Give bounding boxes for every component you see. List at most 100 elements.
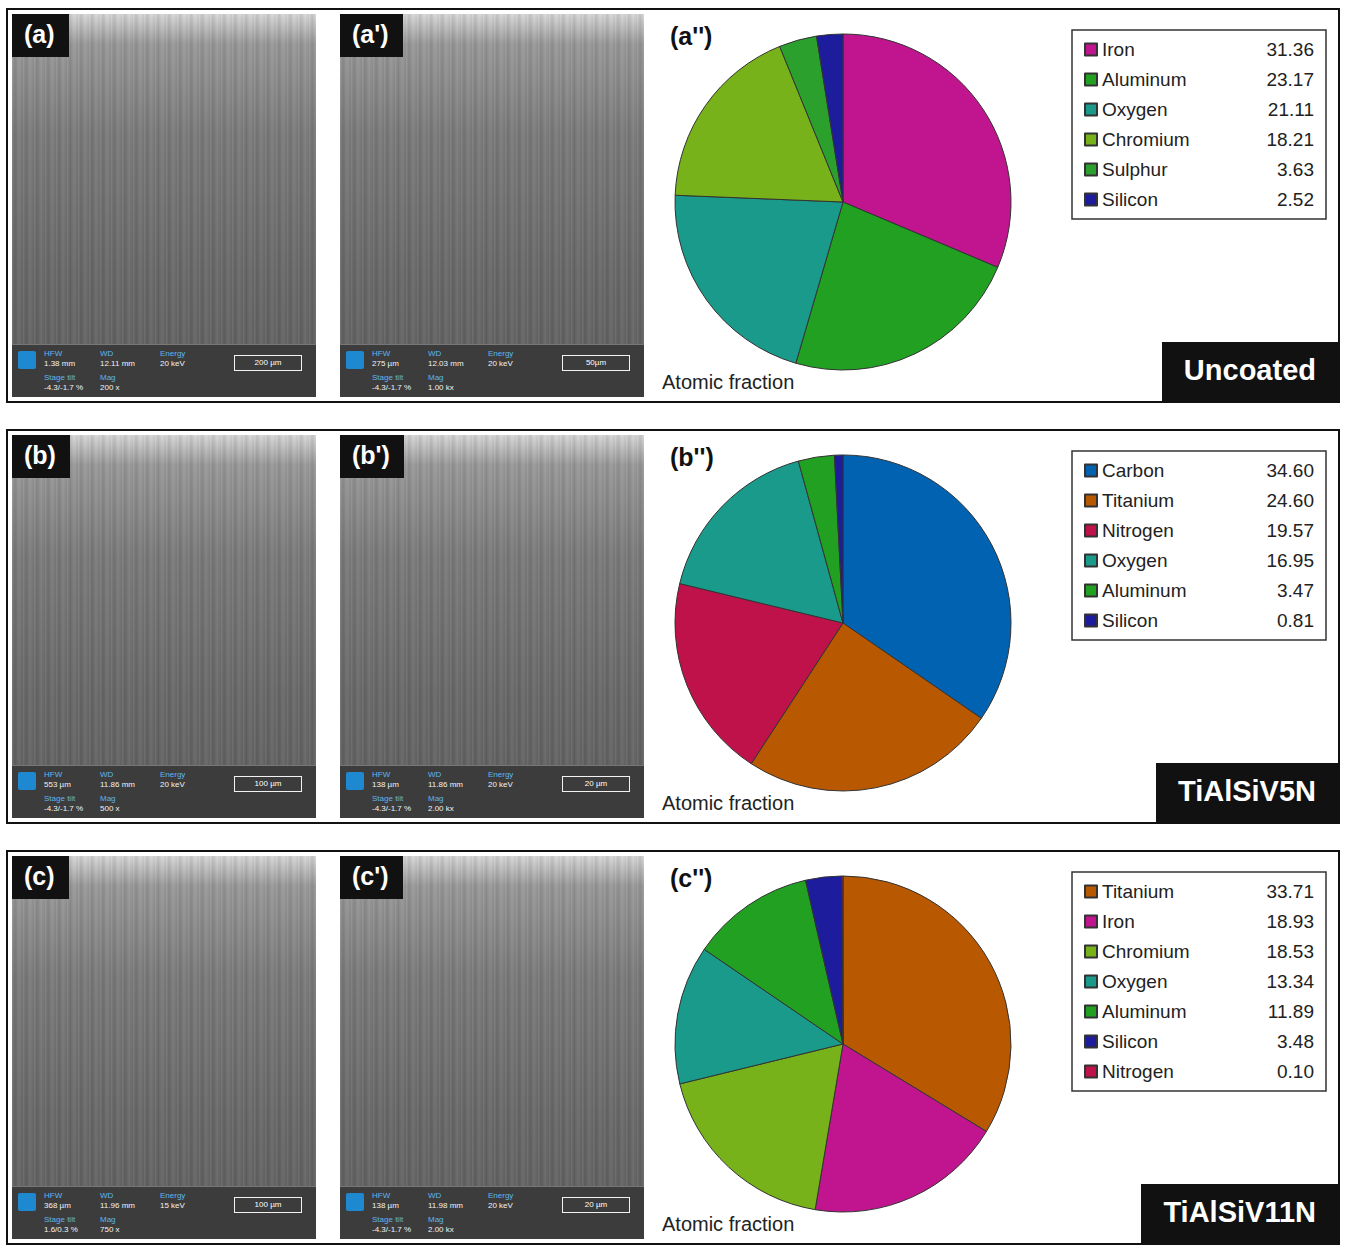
svg-text:Atomic fraction: Atomic fraction: [662, 371, 794, 393]
svg-text:Oxygen: Oxygen: [1102, 550, 1167, 571]
html-text:(a'): (a'): [352, 20, 389, 48]
html-text:Energy: Energy: [160, 349, 186, 358]
svg-text:11.89: 11.89: [1268, 1001, 1314, 1022]
html-text:-4.3/-1.7 %: -4.3/-1.7 %: [44, 383, 84, 392]
html-text:Energy: Energy: [488, 349, 514, 358]
svg-text:13.34: 13.34: [1266, 971, 1314, 992]
svg-text:Chromium: Chromium: [1102, 941, 1190, 962]
html-text:-4.3/-1.7 %: -4.3/-1.7 %: [44, 804, 84, 813]
svg-text:Iron: Iron: [1102, 39, 1135, 60]
html-text:Mag: Mag: [100, 373, 116, 382]
html-text:Energy: Energy: [488, 770, 514, 779]
svg-text:Iron: Iron: [1102, 911, 1135, 932]
html-text:WD: WD: [428, 770, 442, 779]
svg-text:(c''): (c''): [670, 864, 712, 892]
svg-text:18.21: 18.21: [1266, 129, 1314, 150]
svg-text:3.48: 3.48: [1277, 1031, 1314, 1052]
svg-text:Titanium: Titanium: [1102, 881, 1174, 902]
svg-text:2.52: 2.52: [1277, 189, 1314, 210]
svg-text:23.17: 23.17: [1266, 69, 1314, 90]
html-text:12.11 mm: 12.11 mm: [100, 359, 135, 368]
html-text:Stage tilt: Stage tilt: [44, 794, 76, 803]
html-text:Uncoated: Uncoated: [1183, 354, 1316, 386]
html-text:20 keV: 20 keV: [160, 359, 185, 368]
svg-text:(b''): (b''): [670, 443, 714, 471]
html-text:20 µm: 20 µm: [584, 779, 608, 788]
html-text:100 µm: 100 µm: [254, 779, 282, 788]
svg-text:Silicon: Silicon: [1102, 610, 1158, 631]
html-text:(b): (b): [24, 441, 56, 469]
svg-text:Aluminum: Aluminum: [1102, 1001, 1186, 1022]
html-text:-4.3/-1.7 %: -4.3/-1.7 %: [372, 383, 412, 392]
html-text:138 µm: 138 µm: [372, 780, 399, 789]
svg-text:Silicon: Silicon: [1102, 1031, 1158, 1052]
html-text:WD: WD: [100, 349, 114, 358]
html-text:2.00 kx: 2.00 kx: [428, 804, 454, 813]
html-text:WD: WD: [100, 770, 114, 779]
html-text:553 µm: 553 µm: [44, 780, 71, 789]
svg-text:Chromium: Chromium: [1102, 129, 1190, 150]
html-text:HFW: HFW: [372, 770, 391, 779]
html-text:1.38 mm: 1.38 mm: [44, 359, 76, 368]
svg-text:Titanium: Titanium: [1102, 490, 1174, 511]
html-text:275 µm: 275 µm: [372, 359, 399, 368]
html-text:368 µm: 368 µm: [44, 1201, 71, 1210]
svg-text:Nitrogen: Nitrogen: [1102, 1061, 1174, 1082]
svg-text:33.71: 33.71: [1266, 881, 1314, 902]
html-text:(a): (a): [24, 20, 55, 48]
html-text:Stage tilt: Stage tilt: [372, 794, 404, 803]
svg-text:3.63: 3.63: [1277, 159, 1314, 180]
svg-text:Silicon: Silicon: [1102, 189, 1158, 210]
html-text:Energy: Energy: [160, 770, 186, 779]
svg-text:21.11: 21.11: [1268, 99, 1314, 120]
html-text:(c): (c): [24, 862, 55, 890]
html-text:200 µm: 200 µm: [254, 358, 282, 367]
html-text:11.86 mm: 11.86 mm: [428, 780, 463, 789]
html-text:200 x: 200 x: [100, 383, 120, 392]
svg-text:24.60: 24.60: [1266, 490, 1314, 511]
svg-text:3.47: 3.47: [1277, 580, 1314, 601]
html-text:Stage tilt: Stage tilt: [372, 373, 404, 382]
svg-text:16.95: 16.95: [1266, 550, 1314, 571]
svg-text:Sulphur: Sulphur: [1102, 159, 1168, 180]
svg-text:Oxygen: Oxygen: [1102, 99, 1167, 120]
svg-text:Nitrogen: Nitrogen: [1102, 520, 1174, 541]
svg-text:Atomic fraction: Atomic fraction: [662, 792, 794, 814]
svg-text:Carbon: Carbon: [1102, 460, 1164, 481]
html-text:(c'): (c'): [352, 862, 389, 890]
html-text:12.03 mm: 12.03 mm: [428, 359, 464, 368]
html-text:HFW: HFW: [44, 349, 63, 358]
html-text:500 x: 500 x: [100, 804, 120, 813]
svg-text:18.53: 18.53: [1266, 941, 1314, 962]
svg-text:19.57: 19.57: [1266, 520, 1314, 541]
svg-text:31.36: 31.36: [1266, 39, 1314, 60]
html-text:11.86 mm: 11.86 mm: [100, 780, 135, 789]
svg-text:0.81: 0.81: [1277, 610, 1314, 631]
html-text:20 keV: 20 keV: [488, 780, 513, 789]
html-text:-4.3/-1.7 %: -4.3/-1.7 %: [372, 804, 412, 813]
svg-text:0.10: 0.10: [1277, 1061, 1314, 1082]
html-text:HFW: HFW: [44, 770, 63, 779]
html-text:(b'): (b'): [352, 441, 390, 469]
html-text:Mag: Mag: [428, 794, 444, 803]
html-text:Mag: Mag: [428, 373, 444, 382]
html-text:HFW: HFW: [44, 1191, 63, 1200]
html-text:20 keV: 20 keV: [160, 780, 185, 789]
svg-text:34.60: 34.60: [1266, 460, 1314, 481]
html-text:20 keV: 20 keV: [488, 359, 513, 368]
svg-text:Aluminum: Aluminum: [1102, 580, 1186, 601]
html-text:HFW: HFW: [372, 349, 391, 358]
html-text:WD: WD: [428, 349, 442, 358]
html-text:Stage tilt: Stage tilt: [44, 373, 76, 382]
svg-text:(a''): (a''): [670, 22, 712, 50]
html-text:WD: WD: [100, 1191, 114, 1200]
html-text:50µm: 50µm: [585, 358, 607, 367]
html-text:TiAlSiV5N: TiAlSiV5N: [1177, 775, 1316, 807]
html-text:Mag: Mag: [100, 794, 116, 803]
svg-text:Atomic fraction: Atomic fraction: [662, 1213, 794, 1235]
svg-text:18.93: 18.93: [1266, 911, 1314, 932]
svg-text:Aluminum: Aluminum: [1102, 69, 1186, 90]
html-text:1.00 kx: 1.00 kx: [428, 383, 454, 392]
svg-text:Oxygen: Oxygen: [1102, 971, 1167, 992]
html-text:TiAlSiV11N: TiAlSiV11N: [1163, 1196, 1316, 1228]
